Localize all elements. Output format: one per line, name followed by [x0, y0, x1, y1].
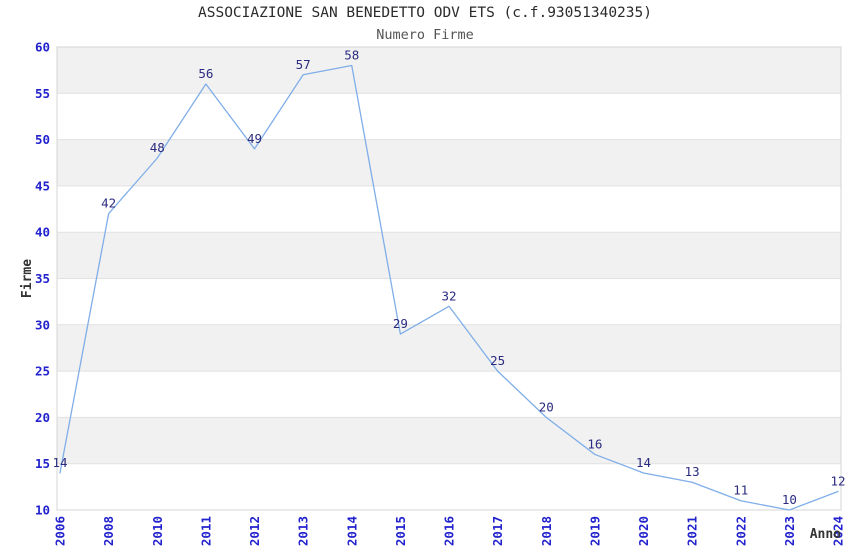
x-tick-label: 2018 [539, 516, 554, 546]
x-tick-label: 2008 [101, 516, 116, 546]
x-tick-label: 2021 [685, 516, 700, 546]
y-tick-label: 35 [35, 271, 50, 286]
y-tick-label: 40 [35, 225, 50, 240]
point-label: 56 [198, 66, 213, 81]
point-label: 20 [539, 399, 554, 414]
point-label: 16 [587, 436, 602, 451]
point-label: 14 [636, 455, 651, 470]
point-label: 29 [393, 316, 408, 331]
point-label: 14 [52, 455, 67, 470]
x-tick-label: 2012 [247, 516, 262, 546]
y-tick-label: 45 [35, 178, 50, 193]
point-label: 12 [830, 473, 845, 488]
x-tick-label: 2019 [587, 516, 602, 546]
x-axis-title: Anno [810, 527, 841, 542]
x-tick-label: 2010 [150, 516, 165, 546]
x-tick-label: 2016 [442, 516, 457, 546]
y-tick-label: 10 [35, 503, 50, 518]
point-label: 11 [733, 483, 748, 498]
point-label: 32 [441, 288, 456, 303]
point-label: 13 [685, 464, 700, 479]
plot-band [57, 324, 841, 372]
point-label: 48 [150, 140, 165, 155]
x-tick-label: 2013 [296, 516, 311, 546]
x-tick-label: 2023 [782, 516, 797, 546]
y-tick-label: 60 [35, 40, 50, 55]
x-tick-label: 2011 [198, 516, 213, 546]
chart-title: ASSOCIAZIONE SAN BENEDETTO ODV ETS (c.f.… [198, 5, 652, 21]
y-tick-label: 15 [35, 456, 50, 471]
point-label: 25 [490, 353, 505, 368]
y-tick-label: 30 [35, 317, 50, 332]
y-tick-label: 55 [35, 86, 50, 101]
point-label: 57 [296, 57, 311, 72]
point-label: 58 [344, 48, 359, 63]
point-label: 10 [782, 492, 797, 507]
x-tick-label: 2020 [636, 516, 651, 546]
plot-band [57, 139, 841, 186]
x-tick-label: 2014 [344, 516, 359, 546]
y-tick-label: 50 [35, 132, 50, 147]
x-tick-label: 2024 [831, 516, 846, 546]
y-tick-label: 20 [35, 410, 50, 425]
y-axis-title: Firme [20, 259, 35, 298]
chart-subtitle: Numero Firme [376, 27, 474, 43]
plot-band [57, 47, 841, 94]
data-line [59, 64, 839, 511]
plot-band [57, 417, 841, 464]
x-tick-label: 2015 [393, 516, 408, 546]
point-label: 42 [101, 196, 116, 211]
x-tick-label: 2022 [733, 516, 748, 546]
point-label: 49 [247, 131, 262, 146]
x-tick-label: 2017 [490, 516, 505, 546]
plot-border [56, 46, 842, 511]
x-tick-label: 2006 [53, 516, 68, 546]
y-tick-label: 25 [35, 364, 50, 379]
plot-band [57, 232, 841, 279]
